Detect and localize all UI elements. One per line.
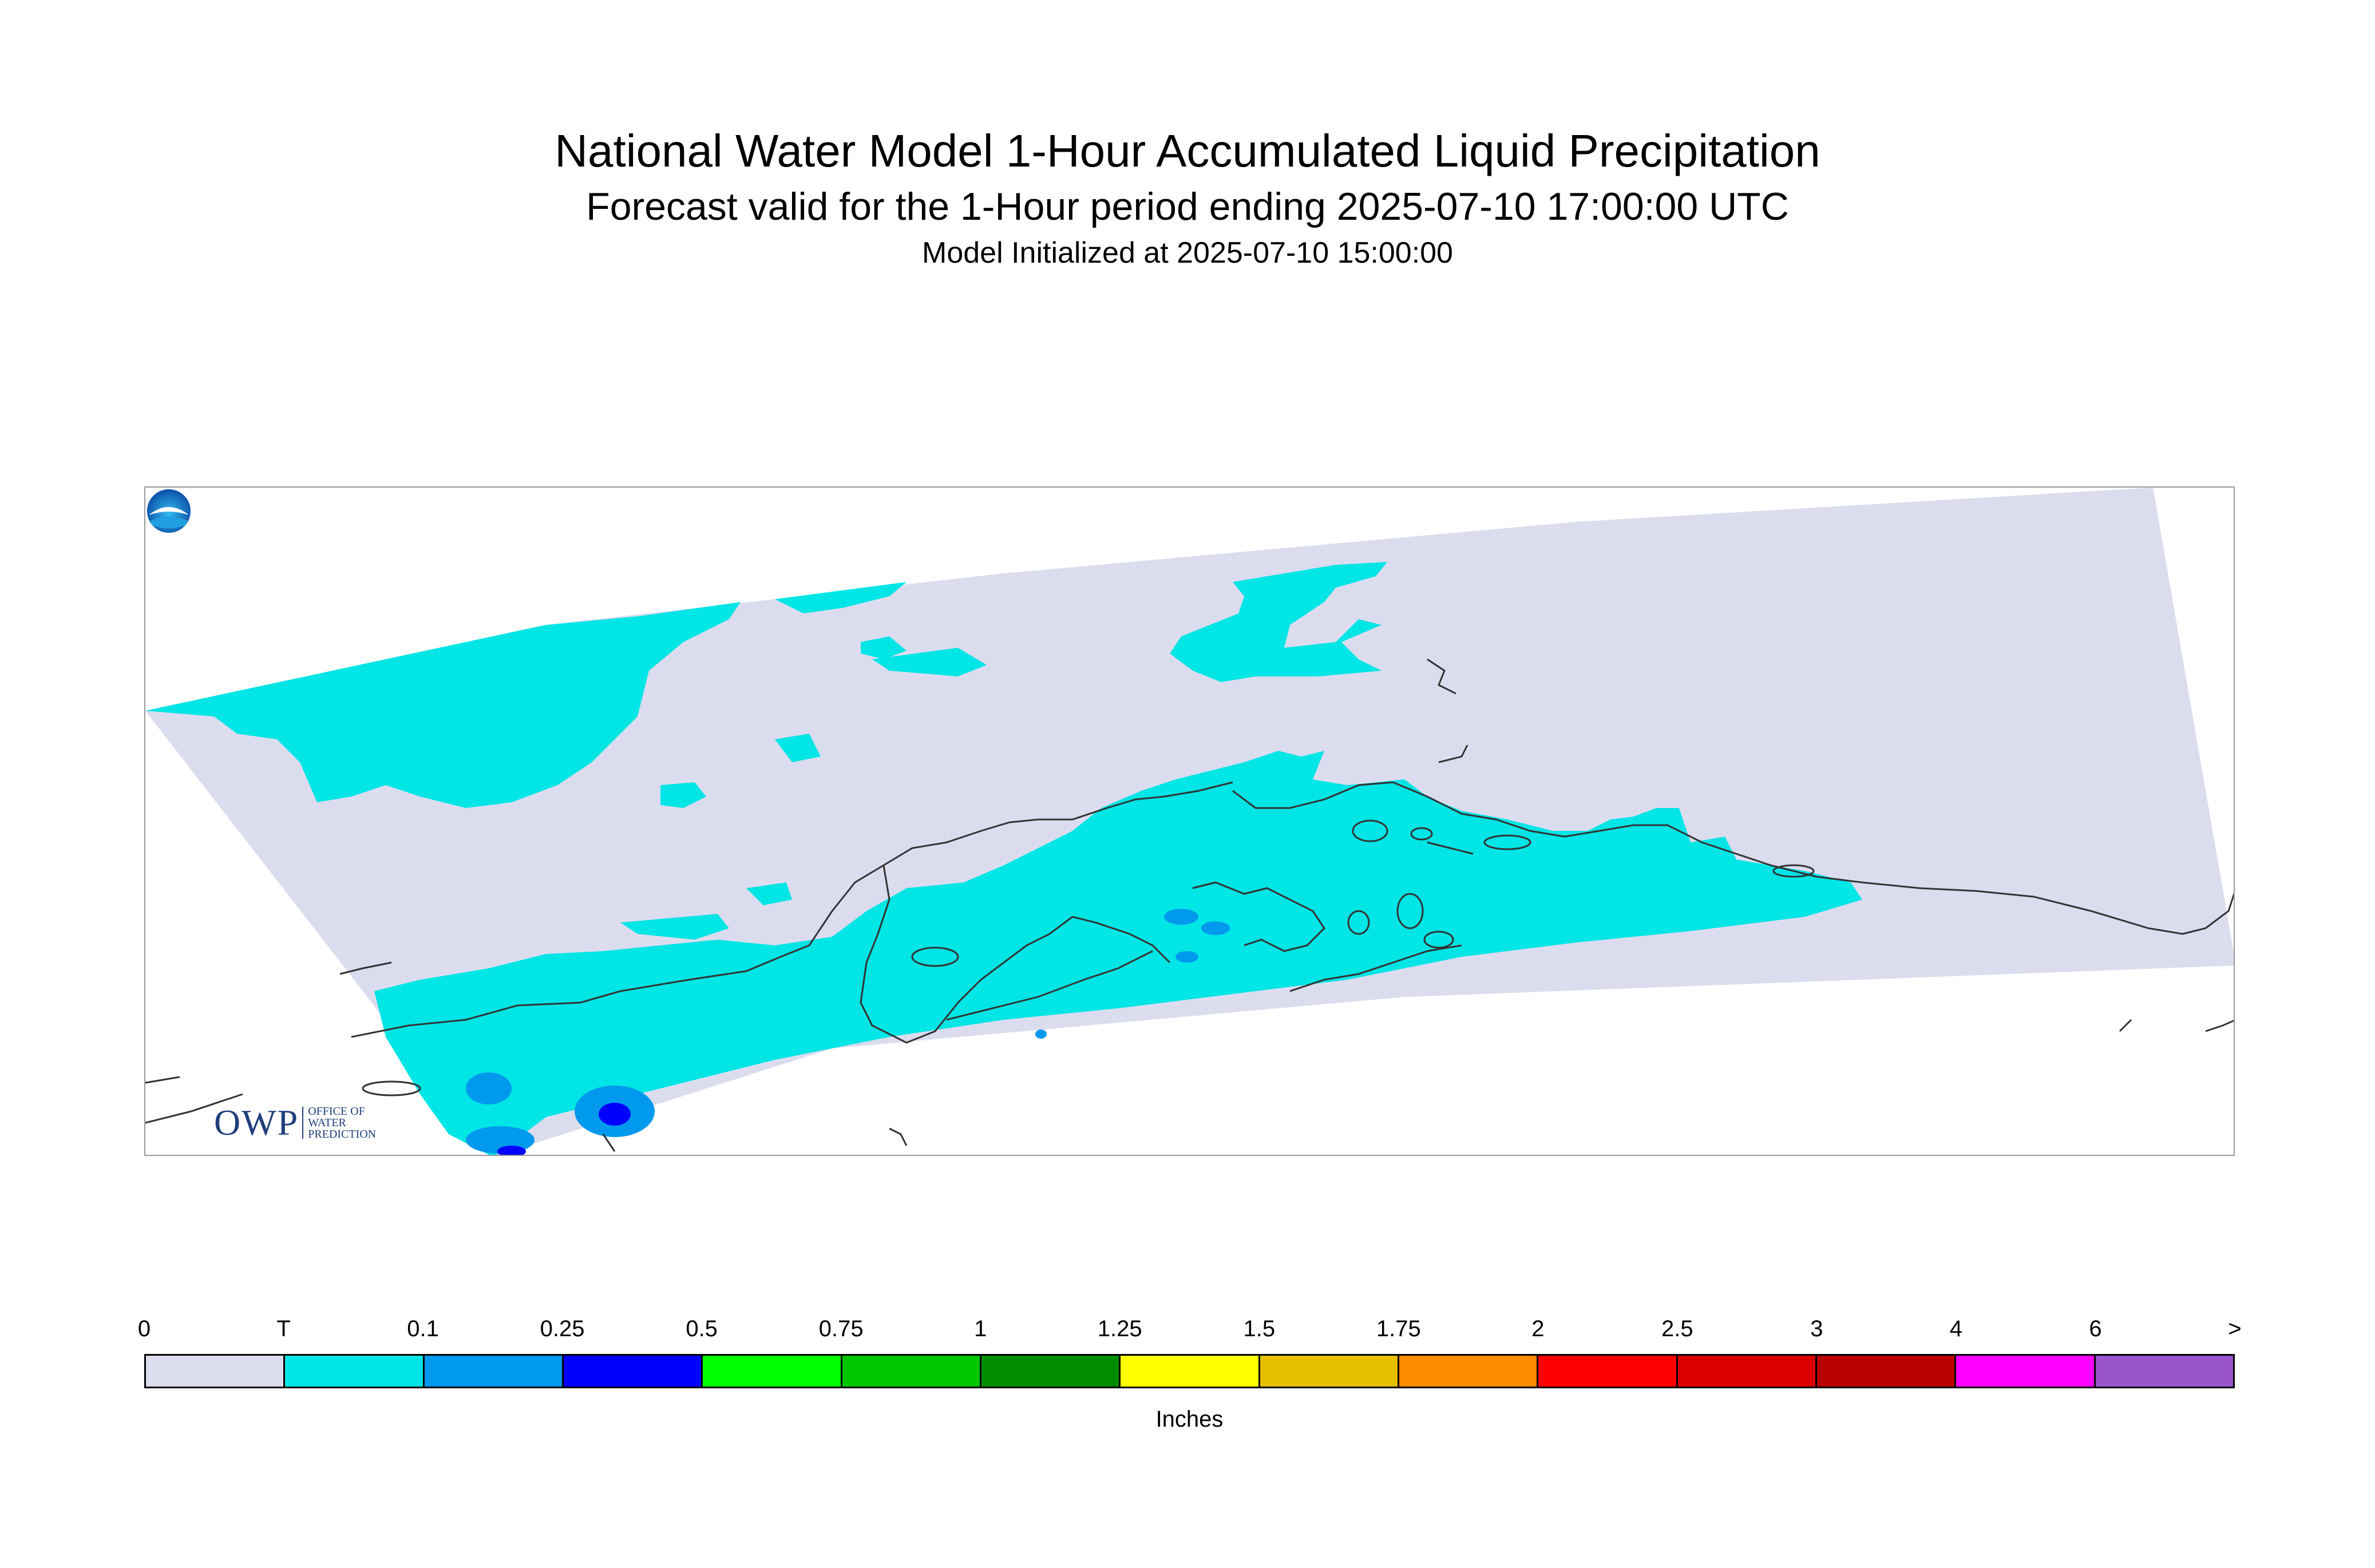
legend-tick-label: 0.75 <box>818 1316 864 1341</box>
owp-logo-line-3: PREDICTION <box>308 1128 377 1141</box>
legend-units-label: Inches <box>1155 1407 1224 1432</box>
legend-colorbar <box>144 1354 2235 1388</box>
legend-tick-label: 0.1 <box>407 1316 439 1341</box>
map-canvas <box>145 488 2234 1155</box>
light-precip-areas <box>466 909 1230 1154</box>
owp-logo: OWP OFFICE OF WATER PREDICTION <box>214 1102 376 1143</box>
legend-swatch <box>1399 1356 1539 1387</box>
noaa-logo <box>146 488 192 534</box>
legend-tick-label: 0 <box>137 1316 151 1341</box>
coastlines <box>145 658 2234 1152</box>
legend-tick-label: 1.25 <box>1097 1316 1142 1341</box>
legend-swatch <box>842 1356 981 1387</box>
legend-swatch <box>146 1356 286 1387</box>
legend-swatch <box>1956 1356 2096 1387</box>
legend-swatch <box>2095 1356 2233 1387</box>
legend-tick-label: 2.5 <box>1661 1316 1693 1341</box>
legend-tick-label: 1.5 <box>1243 1316 1276 1341</box>
legend-tick-label: 1.75 <box>1376 1316 1421 1341</box>
owp-logo-line-2: WATER <box>308 1116 346 1129</box>
islands <box>362 819 1815 1096</box>
legend-tick-label: 2 <box>1531 1316 1545 1341</box>
legend-tick-label: 1 <box>974 1316 987 1341</box>
legend-swatch <box>1677 1356 1817 1387</box>
precip-legend: 0 T 0.1 0.25 0.5 0.75 1 1.25 1.5 1.75 2 2.5 3 4 6 > Inc… <box>138 1316 2242 1442</box>
legend-tick-label: T <box>276 1316 291 1341</box>
legend-tick-label: 6 <box>2089 1316 2102 1341</box>
model-init-subtitle: Model Initialized at 2025-07-10 15:00:00 <box>922 236 1453 270</box>
legend-tick-label: 3 <box>1810 1316 1823 1341</box>
forecast-valid-subtitle: Forecast valid for the 1-Hour period end… <box>586 185 1789 228</box>
heavy-precip-areas <box>497 1103 631 1155</box>
legend-swatch <box>1538 1356 1678 1387</box>
legend-swatch <box>424 1356 564 1387</box>
owp-logo-line-1: OFFICE OF <box>308 1105 365 1118</box>
legend-swatch <box>1260 1356 1399 1387</box>
owp-logo-letters: OWP <box>214 1102 299 1143</box>
legend-swatch <box>285 1356 425 1387</box>
legend-swatch <box>563 1356 703 1387</box>
trace-precip-areas <box>145 562 1862 1155</box>
legend-swatch <box>1121 1356 1260 1387</box>
legend-swatch <box>1816 1356 1957 1387</box>
legend-tick-label: 0.5 <box>686 1316 718 1341</box>
legend-tick-label: 4 <box>1949 1316 1963 1341</box>
legend-swatch <box>981 1356 1121 1387</box>
precipitation-map: OWP OFFICE OF WATER PREDICTION <box>144 486 2235 1156</box>
owp-logo-divider <box>302 1107 304 1139</box>
legend-swatch <box>703 1356 842 1387</box>
legend-tick-label: > <box>2228 1316 2242 1341</box>
owp-logo-text: OFFICE OF WATER PREDICTION <box>308 1106 376 1140</box>
legend-tick-label: 0.25 <box>540 1316 585 1341</box>
map-title: National Water Model 1-Hour Accumulated … <box>555 125 1820 176</box>
